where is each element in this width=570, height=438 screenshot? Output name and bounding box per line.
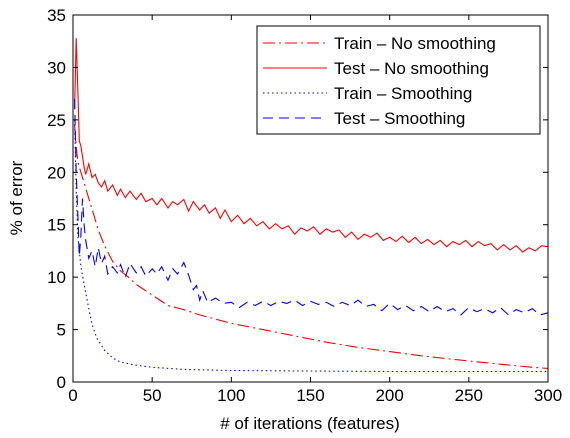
tick-layer: 0 50 100 150 200 250 300 0 5 10 15 20 25 30 35: [47, 6, 562, 405]
y-tick-label: 25: [47, 111, 66, 130]
x-tick-label: 50: [143, 386, 162, 405]
x-tick-label: 100: [217, 386, 245, 405]
y-tick-label: 10: [47, 268, 66, 287]
series-layer: [74, 38, 549, 373]
legend: Train – No smoothing Test – No smoothing T…: [256, 25, 541, 135]
y-tick-label: 35: [47, 6, 66, 25]
legend-label: Test – No smoothing: [334, 59, 489, 78]
x-tick-label: 250: [455, 386, 483, 405]
legend-label: Test – Smoothing: [334, 109, 465, 128]
legend-box: [256, 25, 541, 135]
y-tick-label: 15: [47, 216, 66, 235]
legend-label: Train – No smoothing: [334, 34, 496, 53]
y-axis-label: % of error: [7, 160, 26, 235]
y-tick-label: 20: [47, 163, 66, 182]
x-tick-label: 150: [296, 386, 324, 405]
series-line-4: [74, 98, 549, 316]
legend-label: Train – Smoothing: [334, 84, 472, 103]
series-line-1: [74, 125, 549, 369]
x-tick-label: 0: [68, 386, 77, 405]
x-tick-label: 200: [375, 386, 403, 405]
y-tick-label: 30: [47, 58, 66, 77]
x-tick-label: 300: [534, 386, 562, 405]
y-tick-label: 5: [57, 321, 66, 340]
series-line-2: [74, 38, 549, 253]
x-axis-label: # of iterations (features): [220, 414, 400, 433]
y-tick-label: 0: [57, 373, 66, 392]
